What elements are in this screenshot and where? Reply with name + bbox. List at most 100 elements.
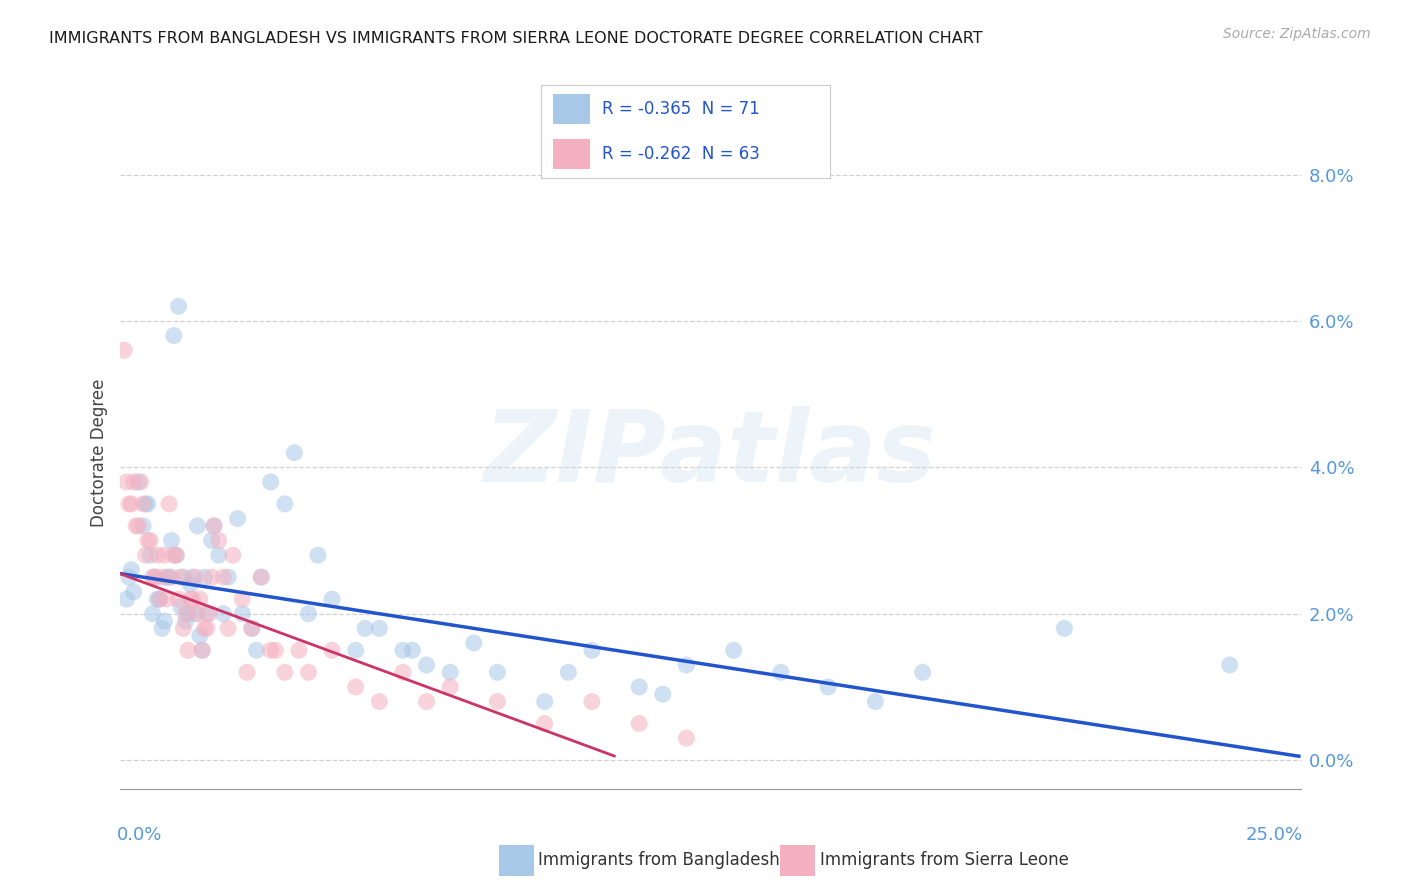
Point (321, 643, 343, 657)
Point (817, 680, 839, 694)
Point (533, 695, 555, 709)
Point (149, 592, 172, 607)
Point (127, 475, 149, 489)
Point (118, 570, 141, 584)
Point (208, 533, 231, 548)
Point (193, 570, 215, 584)
Point (392, 643, 415, 657)
Point (245, 643, 267, 657)
Point (177, 643, 200, 657)
Point (163, 548, 186, 562)
Point (172, 621, 194, 635)
Point (153, 614, 176, 628)
Point (142, 570, 165, 584)
Point (260, 643, 283, 657)
Point (321, 592, 343, 607)
Point (307, 548, 329, 562)
Point (675, 731, 697, 746)
Point (533, 716, 555, 731)
Point (193, 621, 215, 635)
Point (723, 643, 745, 657)
Point (231, 592, 253, 607)
Point (115, 475, 138, 489)
Point (184, 607, 207, 621)
Point (186, 519, 208, 533)
Point (112, 343, 135, 358)
Point (156, 570, 179, 584)
Point (165, 548, 187, 562)
Point (344, 643, 367, 657)
Point (354, 621, 377, 635)
Point (157, 497, 180, 511)
Point (581, 643, 603, 657)
Point (179, 577, 201, 591)
Point (201, 570, 224, 584)
Point (226, 511, 249, 525)
Point (368, 695, 391, 709)
FancyBboxPatch shape (553, 139, 591, 169)
Point (174, 614, 197, 628)
Point (198, 607, 221, 621)
Point (344, 680, 367, 694)
Point (486, 665, 509, 680)
Point (160, 570, 183, 584)
Point (127, 519, 149, 533)
Point (136, 533, 159, 548)
Text: Source: ZipAtlas.com: Source: ZipAtlas.com (1223, 27, 1371, 41)
Point (170, 599, 193, 614)
Point (139, 548, 162, 562)
Point (136, 497, 159, 511)
Point (1053, 621, 1076, 635)
Text: 25.0%: 25.0% (1246, 827, 1303, 845)
Point (181, 570, 204, 584)
Point (240, 621, 263, 635)
Point (134, 548, 156, 562)
Point (911, 665, 934, 680)
Point (368, 621, 391, 635)
Point (149, 592, 172, 607)
Point (156, 592, 179, 607)
Point (439, 665, 461, 680)
Point (274, 497, 297, 511)
Point (132, 497, 155, 511)
Text: R = -0.365  N = 71: R = -0.365 N = 71 (602, 100, 759, 118)
Point (160, 533, 183, 548)
Point (118, 497, 141, 511)
Point (217, 570, 239, 584)
Point (167, 299, 190, 313)
Point (250, 570, 273, 584)
Point (202, 519, 225, 533)
Point (1219, 657, 1241, 672)
Point (184, 570, 207, 584)
Point (125, 519, 148, 533)
Point (150, 621, 173, 635)
Point (463, 636, 485, 650)
Point (122, 475, 145, 489)
Point (174, 607, 197, 621)
Text: Immigrants from Bangladesh: Immigrants from Bangladesh (538, 851, 780, 870)
Text: IMMIGRANTS FROM BANGLADESH VS IMMIGRANTS FROM SIERRA LEONE DOCTORATE DEGREE CORR: IMMIGRANTS FROM BANGLADESH VS IMMIGRANTS… (49, 31, 983, 46)
Point (115, 592, 138, 607)
Point (165, 548, 187, 562)
Point (240, 621, 263, 635)
Y-axis label: Doctorate Degree: Doctorate Degree (90, 378, 108, 527)
Point (581, 695, 603, 709)
Point (865, 695, 887, 709)
Point (628, 716, 651, 731)
Point (202, 519, 225, 533)
Point (231, 607, 253, 621)
Point (150, 570, 173, 584)
Point (401, 643, 423, 657)
Point (143, 570, 166, 584)
Point (283, 446, 305, 460)
Point (195, 607, 218, 621)
Point (439, 680, 461, 694)
Point (134, 497, 156, 511)
Point (250, 570, 273, 584)
Point (191, 643, 214, 657)
Point (222, 548, 245, 562)
Text: Immigrants from Sierra Leone: Immigrants from Sierra Leone (820, 851, 1069, 870)
Point (120, 497, 142, 511)
Point (651, 687, 673, 701)
Point (186, 607, 208, 621)
